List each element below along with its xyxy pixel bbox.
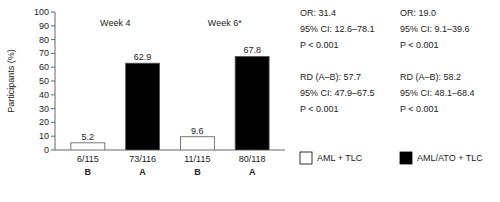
data-label: 5.2 bbox=[82, 132, 95, 142]
y-tick bbox=[51, 108, 55, 109]
y-tick-label: 50 bbox=[39, 76, 49, 86]
annotation: 95% CI: 47.9–67.5 bbox=[300, 88, 375, 98]
group-letter: B bbox=[85, 167, 92, 177]
y-axis bbox=[55, 12, 56, 150]
y-tick bbox=[51, 25, 55, 26]
data-label: 67.8 bbox=[243, 45, 261, 55]
y-tick-label: 0 bbox=[44, 145, 49, 155]
group-label: Week 4 bbox=[100, 18, 130, 28]
annotation: OR: 31.4 bbox=[300, 8, 336, 18]
group-label: Week 6* bbox=[208, 18, 242, 28]
count-label: 73/116 bbox=[129, 154, 156, 164]
annotation: P < 0.001 bbox=[400, 104, 439, 114]
count-label: 6/115 bbox=[77, 154, 99, 164]
legend-label: AML + TLC bbox=[317, 153, 363, 163]
bar bbox=[71, 143, 105, 150]
group-letter: B bbox=[194, 167, 201, 177]
count-label: 80/118 bbox=[239, 154, 266, 164]
y-tick-label: 70 bbox=[39, 48, 49, 58]
y-tick bbox=[51, 136, 55, 137]
legend-swatch bbox=[300, 152, 312, 164]
bar bbox=[235, 56, 269, 150]
y-tick bbox=[51, 67, 55, 68]
legend-label: AML/ATO + TLC bbox=[417, 153, 483, 163]
y-tick-label: 40 bbox=[39, 90, 49, 100]
y-tick-label: 100 bbox=[34, 7, 49, 17]
y-tick bbox=[51, 122, 55, 123]
y-tick-label: 90 bbox=[39, 21, 49, 31]
bar bbox=[126, 63, 160, 150]
y-tick-label: 80 bbox=[39, 35, 49, 45]
annotation: OR: 19.0 bbox=[400, 8, 436, 18]
annotation: 95% CI: 48.1–68.4 bbox=[400, 88, 475, 98]
bars bbox=[71, 56, 269, 150]
bar bbox=[180, 137, 214, 150]
annotation: RD (A–B): 58.2 bbox=[400, 72, 461, 82]
y-tick bbox=[51, 150, 55, 151]
y-tick bbox=[51, 81, 55, 82]
y-tick bbox=[51, 39, 55, 40]
group-letter: A bbox=[139, 167, 146, 177]
y-tick-label: 30 bbox=[39, 104, 49, 114]
y-tick bbox=[51, 12, 55, 13]
annotation: P < 0.001 bbox=[300, 40, 339, 50]
y-tick-label: 10 bbox=[39, 131, 49, 141]
legend-swatch bbox=[400, 152, 412, 164]
y-tick-label: 60 bbox=[39, 62, 49, 72]
y-tick bbox=[51, 53, 55, 54]
annotation: 95% CI: 9.1–39.6 bbox=[400, 24, 470, 34]
annotation: RD (A–B): 57.7 bbox=[300, 72, 361, 82]
annotation: P < 0.001 bbox=[400, 40, 439, 50]
y-tick-label: 20 bbox=[39, 117, 49, 127]
group-letter: A bbox=[249, 167, 256, 177]
y-axis-label: Participants (%) bbox=[6, 49, 16, 113]
y-tick bbox=[51, 94, 55, 95]
count-label: 11/115 bbox=[184, 154, 210, 164]
annotation: P < 0.001 bbox=[300, 104, 339, 114]
data-label: 62.9 bbox=[134, 52, 152, 62]
annotation: 95% CI: 12.6–78.1 bbox=[300, 24, 375, 34]
data-label: 9.6 bbox=[191, 126, 204, 136]
chart: 0 10 20 30 40 50 60 70 80 90 100 Participants (%) We… bbox=[0, 0, 500, 202]
